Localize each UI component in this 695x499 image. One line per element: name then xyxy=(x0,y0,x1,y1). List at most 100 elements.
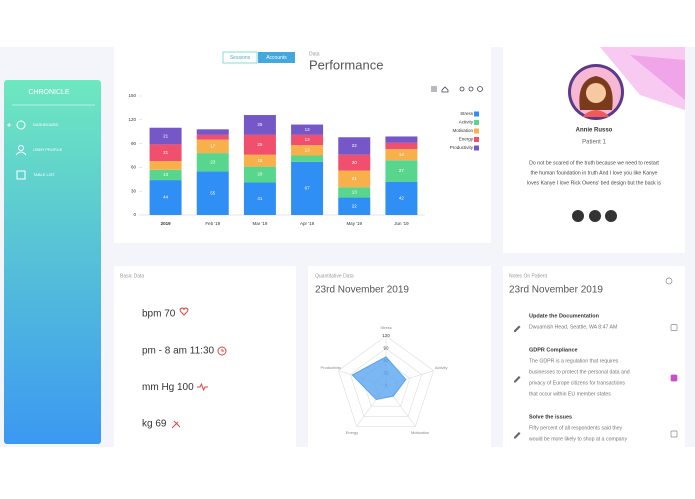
axis-label: Motivation xyxy=(411,430,429,435)
bio-line: loves Kanye I love Rick Owens' bed desig… xyxy=(527,180,661,186)
bar-segment xyxy=(291,124,324,135)
bio-line: the human foundation in truth And I love… xyxy=(531,170,658,176)
data-label: 13 xyxy=(163,172,169,177)
basic-item: kg 69 xyxy=(142,419,167,430)
note-line: would be more likely to shop at a compan… xyxy=(529,436,627,442)
quantitative-card xyxy=(308,266,491,447)
data-label: 15 xyxy=(257,158,263,163)
note-line: Dwuamish Head, Seattle, WA 8:47 AM xyxy=(529,324,617,330)
y-tick-label: 90 xyxy=(131,141,137,146)
axis-label: Energy xyxy=(346,430,359,435)
toolbar[interactable] xyxy=(431,86,483,93)
bar-segment xyxy=(149,180,182,215)
edit-icon xyxy=(514,376,521,383)
axis-label: Activity xyxy=(435,365,448,370)
note-line: Fifty percent of all respondents said th… xyxy=(529,425,623,431)
basic-item: pm - 8 am 11:30 xyxy=(142,345,215,356)
data-label: 20 xyxy=(257,172,263,177)
bar-segment xyxy=(338,137,371,155)
tab-label[interactable]: Accounts xyxy=(266,55,287,61)
legend-label: Activity xyxy=(459,120,474,125)
bar-segment xyxy=(196,139,229,154)
note-line: The GDPR is a regulation that requires xyxy=(529,358,619,364)
data-label: 25 xyxy=(257,122,263,127)
bar-segment xyxy=(385,142,418,150)
checkbox[interactable] xyxy=(670,324,678,331)
card-title: Basic Data xyxy=(120,273,144,279)
brand: CHRONICLE xyxy=(28,89,70,96)
bar-segment xyxy=(243,115,276,135)
bar-segment xyxy=(338,170,371,188)
x-tick-label: May '19 xyxy=(346,221,362,226)
grid-line xyxy=(338,335,434,427)
note-title: GDPR Compliance xyxy=(529,347,578,353)
axis-label: Stress xyxy=(380,325,391,330)
legend-label: Stress xyxy=(460,111,474,116)
legend-swatch xyxy=(474,137,479,142)
data-label: 55 xyxy=(210,190,216,195)
bar-segment xyxy=(291,145,324,156)
y-tick-label: 0 xyxy=(133,212,136,217)
notes-card xyxy=(503,266,685,447)
avatar-body xyxy=(582,110,610,117)
x-tick-label: 2019 xyxy=(161,221,172,226)
basic-item: bpm 70 xyxy=(142,309,176,320)
menu-item[interactable]: USER PROFILE xyxy=(33,147,63,152)
menu-item[interactable]: TABLE LIST xyxy=(33,172,55,177)
bar-segment xyxy=(338,187,371,198)
bar-segment xyxy=(149,127,182,145)
x-tick-label: Feb '19 xyxy=(205,221,220,226)
bar-segment xyxy=(243,134,276,155)
menu-item[interactable]: DASHBOARD xyxy=(33,122,58,127)
title: Performance xyxy=(309,57,383,72)
avatar-face xyxy=(586,83,606,103)
bar-segment xyxy=(149,161,182,170)
legend-swatch xyxy=(474,120,479,125)
data-label: 22 xyxy=(352,203,358,208)
decoration xyxy=(630,55,685,100)
legend-swatch xyxy=(474,145,479,151)
bar-segment xyxy=(243,154,276,167)
data-label: 67 xyxy=(305,186,311,191)
legend-swatch xyxy=(474,111,479,117)
edit-icon xyxy=(514,325,521,332)
note-title: Solve the issues xyxy=(529,414,572,420)
card-date: 23rd November 2019 xyxy=(315,285,409,296)
checkbox[interactable] xyxy=(670,374,678,382)
note-line: that occur within EU member states xyxy=(529,391,611,397)
tab-label[interactable]: Sessions xyxy=(230,55,251,61)
bar-segment xyxy=(149,169,182,181)
checkbox[interactable] xyxy=(670,430,678,438)
card-title: Quantitative Data xyxy=(315,273,354,279)
data-label: 21 xyxy=(163,133,169,138)
data-label: 25 xyxy=(257,142,263,147)
data-label: 13 xyxy=(305,148,311,153)
bar-segment xyxy=(196,153,229,172)
bar-segment xyxy=(149,144,182,162)
social[interactable] xyxy=(572,210,617,222)
note-line: businesses to protect the personal data … xyxy=(529,369,630,375)
sidebar xyxy=(4,80,101,444)
basic-card xyxy=(114,266,296,447)
legend-label: Motivation xyxy=(452,128,473,133)
bar-segment xyxy=(338,154,371,171)
bar-segment xyxy=(196,129,229,135)
bio-line: Do not be scared of the truth because we… xyxy=(529,160,659,166)
data-label: 41 xyxy=(257,196,263,201)
data-label: 13 xyxy=(305,127,311,132)
y-tick-label: 150 xyxy=(128,93,136,98)
legend-label: Energy xyxy=(459,137,474,142)
basic-item: mm Hg 100 xyxy=(142,382,194,393)
x-tick-label: Jun '19 xyxy=(394,221,409,226)
radar-area xyxy=(351,356,407,401)
data-label: 17 xyxy=(210,144,216,149)
tab[interactable] xyxy=(222,51,258,64)
patient-role: Patient 1 xyxy=(582,140,606,146)
card-title: Notes On Patient xyxy=(509,273,548,279)
data-label: 23 xyxy=(210,159,216,164)
edit-icon xyxy=(514,432,521,439)
tab-active[interactable] xyxy=(258,52,295,63)
y-tick-label: 30 xyxy=(131,188,137,193)
settings-icon[interactable] xyxy=(665,277,673,285)
